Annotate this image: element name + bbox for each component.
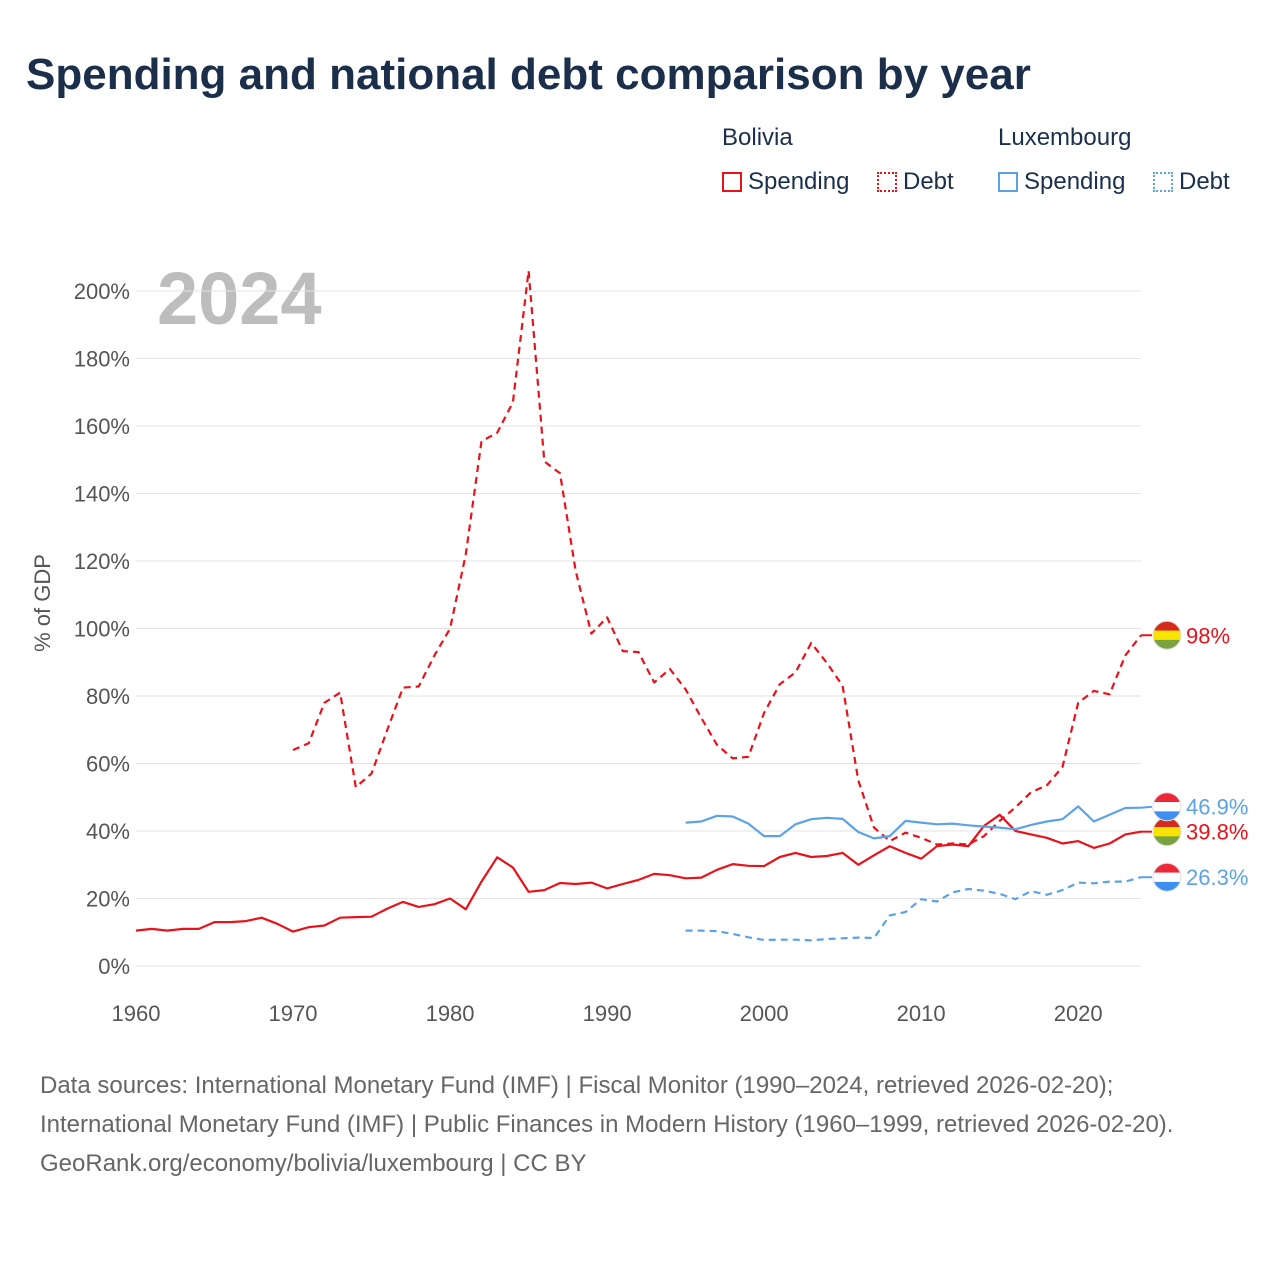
end-value-label: 98% bbox=[1186, 623, 1230, 648]
series-lines bbox=[135, 269, 1142, 942]
x-tick-label: 1990 bbox=[583, 1001, 632, 1026]
footer: Data sources: International Monetary Fun… bbox=[40, 1066, 1240, 1183]
series-line-luxembourg-spending bbox=[685, 805, 1142, 840]
bolivia-flag-icon bbox=[1152, 620, 1182, 650]
credit-line[interactable]: GeoRank.org/economy/bolivia/luxembourg |… bbox=[40, 1150, 587, 1177]
legend-group-luxembourg: Luxembourg bbox=[998, 124, 1132, 151]
end-value-label: 26.3% bbox=[1186, 865, 1248, 890]
x-tick-label: 2020 bbox=[1054, 1001, 1103, 1026]
x-tick-label: 2010 bbox=[897, 1001, 946, 1026]
x-axis: 1960 1970 1980 1990 2000 2010 2020 bbox=[112, 1001, 1103, 1026]
y-tick-label: 20% bbox=[86, 887, 130, 912]
y-tick-label: 160% bbox=[74, 414, 130, 439]
legend-label: Spending bbox=[1024, 168, 1126, 195]
series-line-bolivia-spending bbox=[135, 813, 1142, 933]
dotted-line-swatch-icon bbox=[1153, 172, 1173, 192]
legend-item-luxembourg-spending[interactable]: Spending bbox=[998, 168, 1125, 196]
line-chart: 2024 0% 20% 40% 60% 80% 100% 120% 140% 160% 180% 2… bbox=[30, 257, 1248, 1026]
legend-label: Debt bbox=[1179, 168, 1230, 195]
y-tick-label: 0% bbox=[98, 954, 130, 979]
x-tick-label: 1980 bbox=[426, 1001, 475, 1026]
y-axis: 0% 20% 40% 60% 80% 100% 120% 140% 160% 180% 200% bbox=[74, 279, 130, 979]
luxembourg-flag-icon bbox=[1152, 792, 1182, 822]
legend-item-bolivia-debt[interactable]: Debt bbox=[877, 168, 954, 196]
end-value-label: 39.8% bbox=[1186, 820, 1248, 845]
solid-line-swatch-icon bbox=[998, 172, 1018, 192]
y-tick-label: 200% bbox=[74, 279, 130, 304]
series-line-bolivia-debt bbox=[292, 269, 1142, 846]
y-tick-label: 140% bbox=[74, 482, 130, 507]
chart-title: Spending and national debt comparison by… bbox=[26, 50, 1031, 99]
series-line-luxembourg-debt bbox=[685, 876, 1142, 942]
gridlines bbox=[136, 290, 1141, 967]
end-value-label: 46.9% bbox=[1186, 795, 1248, 820]
legend-label: Debt bbox=[903, 168, 954, 195]
data-sources: Data sources: International Monetary Fun… bbox=[40, 1072, 1174, 1138]
legend-group-bolivia: Bolivia bbox=[722, 124, 793, 151]
year-watermark: 2024 bbox=[157, 257, 322, 340]
x-tick-label: 1960 bbox=[112, 1001, 161, 1026]
y-tick-label: 180% bbox=[74, 347, 130, 372]
legend-item-bolivia-spending[interactable]: Spending bbox=[722, 168, 849, 196]
y-tick-label: 120% bbox=[74, 549, 130, 574]
solid-line-swatch-icon bbox=[722, 172, 742, 192]
end-connector bbox=[1140, 805, 1153, 809]
bolivia-flag-icon bbox=[1152, 817, 1182, 847]
x-tick-label: 1970 bbox=[269, 1001, 318, 1026]
y-axis-label: % of GDP bbox=[30, 554, 55, 652]
legend-label: Spending bbox=[748, 168, 850, 195]
end-labels: 39.8% 98% 46.9% 26.3% bbox=[1140, 620, 1248, 892]
y-tick-label: 100% bbox=[74, 617, 130, 642]
y-tick-label: 80% bbox=[86, 684, 130, 709]
y-tick-label: 40% bbox=[86, 819, 130, 844]
y-tick-label: 60% bbox=[86, 752, 130, 777]
x-tick-label: 2000 bbox=[740, 1001, 789, 1026]
luxembourg-flag-icon bbox=[1152, 862, 1182, 892]
legend-item-luxembourg-debt[interactable]: Debt bbox=[1153, 168, 1230, 196]
dotted-line-swatch-icon bbox=[877, 172, 897, 192]
